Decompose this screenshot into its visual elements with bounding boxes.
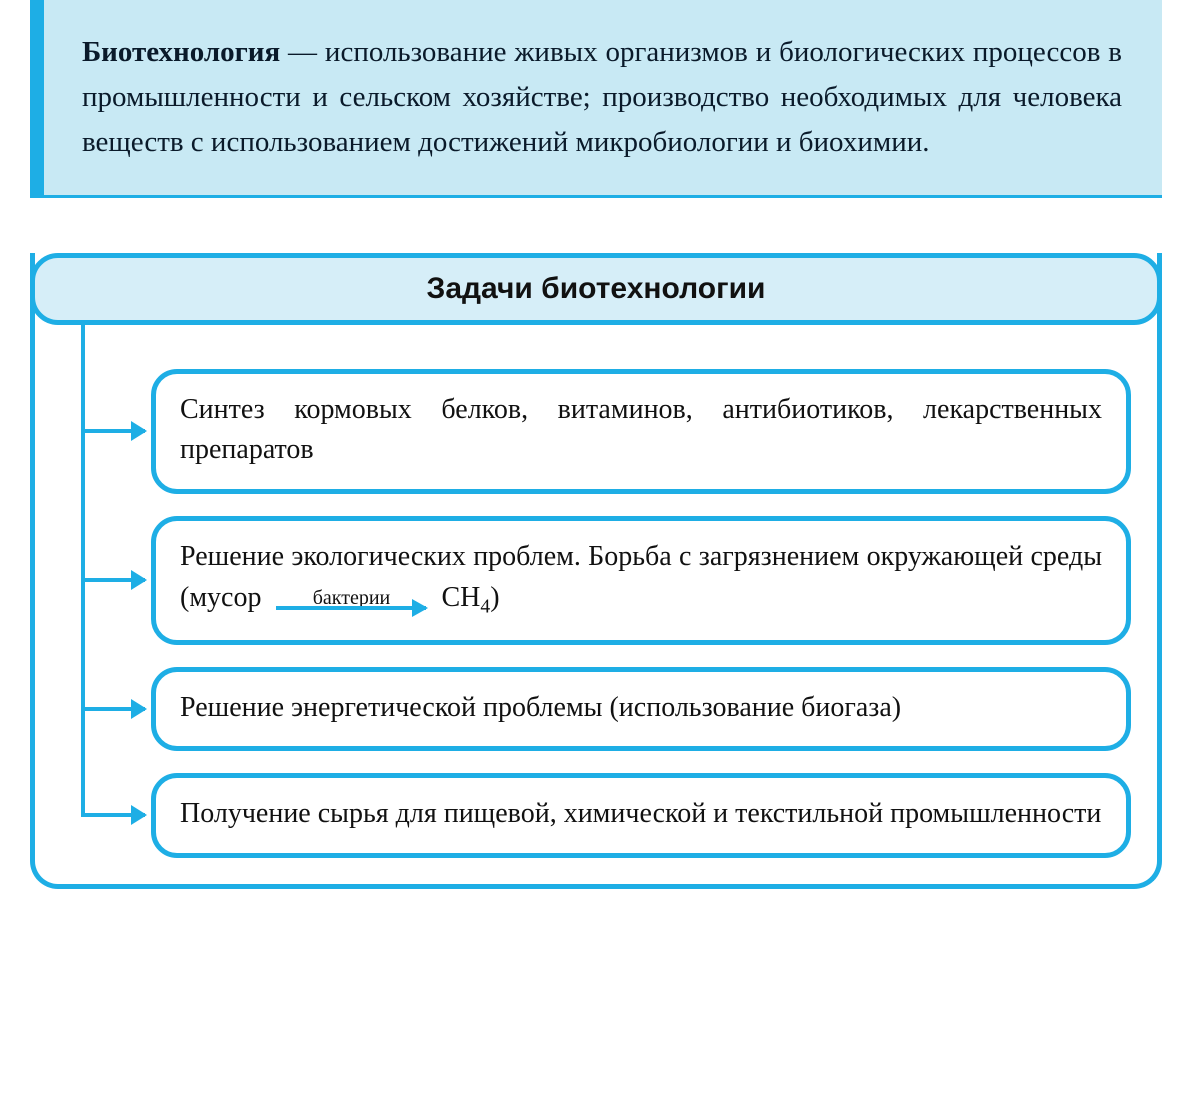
diagram-title: Задачи биотехнологии (30, 253, 1162, 325)
branch-connector-arrow (81, 578, 145, 582)
definition-box: Биотехнология — использование живых орга… (30, 0, 1162, 198)
task-item-text: Получение сырья для пищевой, химической … (180, 798, 1101, 829)
definition-dash: — (280, 36, 325, 68)
reaction-label: бактерии (313, 588, 391, 608)
tasks-diagram: Задачи биотехнологии Синтез кормовых бел… (30, 253, 1162, 889)
task-item: Решение экологических проблем. Борьба с … (151, 516, 1131, 645)
task-item-text: Решение энергетической проблемы (использ… (180, 692, 901, 723)
diagram-branches: Синтез кормовых белков, витаминов, антиб… (35, 325, 1157, 858)
branch-row: Синтез кормовых белков, витаминов, антиб… (61, 369, 1131, 494)
branch-connector-arrow (81, 813, 145, 817)
branch-row: Решение энергетической проблемы (использ… (61, 667, 1131, 752)
branch-row: Получение сырья для пищевой, химической … (61, 773, 1131, 858)
task-item-text: Синтез кормовых белков, витаминов, антиб… (180, 394, 1102, 466)
branch-connector-arrow (81, 429, 145, 433)
definition-term: Биотехнология (82, 36, 280, 68)
reaction-arrow-line (276, 606, 426, 610)
definition-text: Биотехнология — использование живых орга… (82, 30, 1122, 165)
reaction-arrow: бактерии (276, 588, 426, 610)
reaction-product: CH4 (441, 582, 490, 613)
branch-row: Решение экологических проблем. Борьба с … (61, 516, 1131, 645)
task-item: Решение энергетической проблемы (использ… (151, 667, 1131, 752)
branch-connector-arrow (81, 707, 145, 711)
task-item-text-after: ) (490, 582, 499, 613)
task-item: Получение сырья для пищевой, химической … (151, 773, 1131, 858)
task-item: Синтез кормовых белков, витаминов, антиб… (151, 369, 1131, 494)
